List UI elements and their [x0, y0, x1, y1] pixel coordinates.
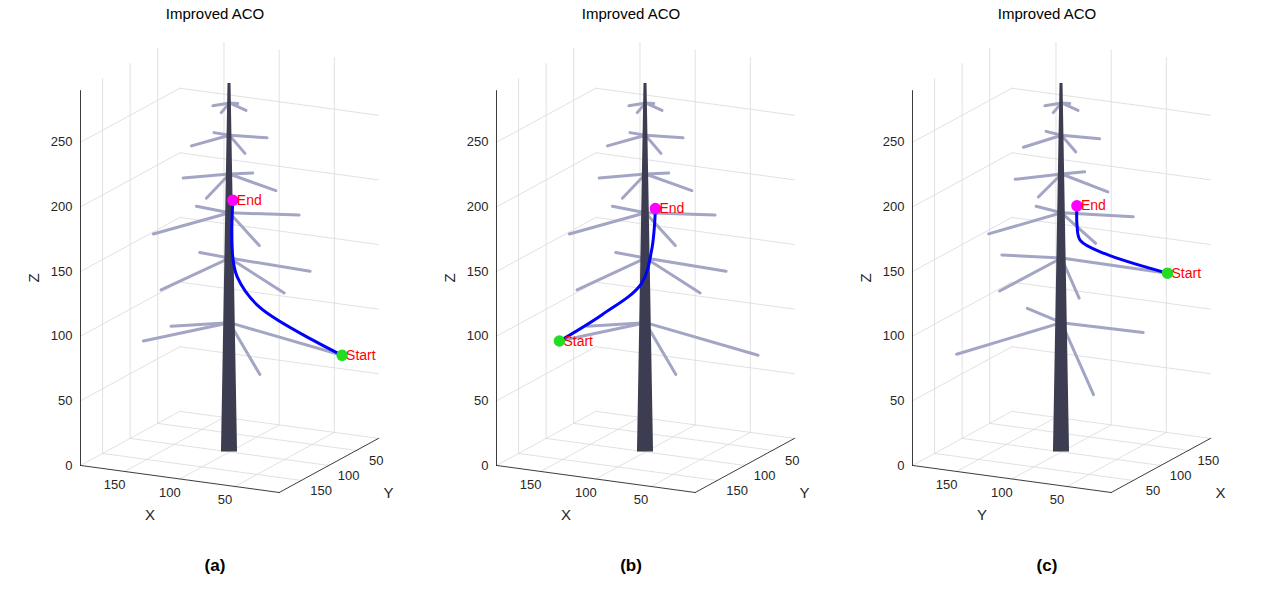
svg-text:50: 50: [785, 453, 799, 468]
svg-text:Start: Start: [563, 333, 593, 349]
svg-text:100: 100: [754, 468, 776, 483]
svg-text:End: End: [659, 200, 684, 216]
svg-text:Start: Start: [1171, 265, 1201, 281]
svg-text:50: 50: [890, 393, 904, 408]
svg-text:End: End: [1081, 197, 1106, 213]
svg-text:100: 100: [467, 328, 489, 343]
svg-text:X: X: [1215, 484, 1225, 501]
svg-text:100: 100: [991, 485, 1013, 500]
svg-text:Z: Z: [441, 273, 458, 282]
svg-text:50: 50: [1146, 483, 1160, 498]
svg-text:50: 50: [218, 492, 232, 507]
svg-text:Y: Y: [977, 506, 987, 523]
svg-text:Z: Z: [25, 273, 42, 282]
svg-text:150: 150: [1197, 453, 1219, 468]
svg-text:100: 100: [159, 485, 181, 500]
svg-text:50: 50: [474, 393, 488, 408]
svg-text:150: 150: [51, 264, 73, 279]
html-text:(b): (b): [620, 556, 642, 575]
svg-text:50: 50: [634, 492, 648, 507]
svg-text:200: 200: [467, 199, 489, 214]
svg-text:150: 150: [936, 477, 958, 492]
svg-text:150: 150: [104, 477, 126, 492]
svg-text:0: 0: [481, 458, 488, 473]
svg-text:Start: Start: [346, 347, 376, 363]
svg-text:Z: Z: [857, 273, 874, 282]
svg-text:Y: Y: [383, 484, 393, 501]
svg-text:Y: Y: [799, 484, 809, 501]
svg-text:150: 150: [883, 264, 905, 279]
svg-text:0: 0: [65, 458, 72, 473]
svg-text:50: 50: [369, 453, 383, 468]
svg-text:X: X: [145, 506, 155, 523]
svg-text:150: 150: [726, 483, 748, 498]
svg-text:100: 100: [51, 328, 73, 343]
svg-text:100: 100: [575, 485, 597, 500]
svg-text:200: 200: [883, 199, 905, 214]
svg-text:0: 0: [897, 458, 904, 473]
svg-text:End: End: [237, 192, 262, 208]
svg-text:150: 150: [520, 477, 542, 492]
svg-text:100: 100: [1170, 468, 1192, 483]
html-text:Improved ACO: Improved ACO: [997, 5, 1097, 22]
svg-text:150: 150: [310, 483, 332, 498]
html-text:Improved ACO: Improved ACO: [581, 5, 681, 22]
html-text:(c): (c): [1036, 556, 1058, 575]
svg-text:X: X: [561, 506, 571, 523]
svg-text:250: 250: [883, 134, 905, 149]
svg-text:200: 200: [51, 199, 73, 214]
svg-text:100: 100: [338, 468, 360, 483]
svg-text:50: 50: [1050, 492, 1064, 507]
html-text:Improved ACO: Improved ACO: [165, 5, 265, 22]
html-text:(a): (a): [204, 556, 226, 575]
svg-text:150: 150: [467, 264, 489, 279]
svg-text:250: 250: [467, 134, 489, 149]
svg-text:250: 250: [51, 134, 73, 149]
svg-text:100: 100: [883, 328, 905, 343]
svg-text:50: 50: [58, 393, 72, 408]
